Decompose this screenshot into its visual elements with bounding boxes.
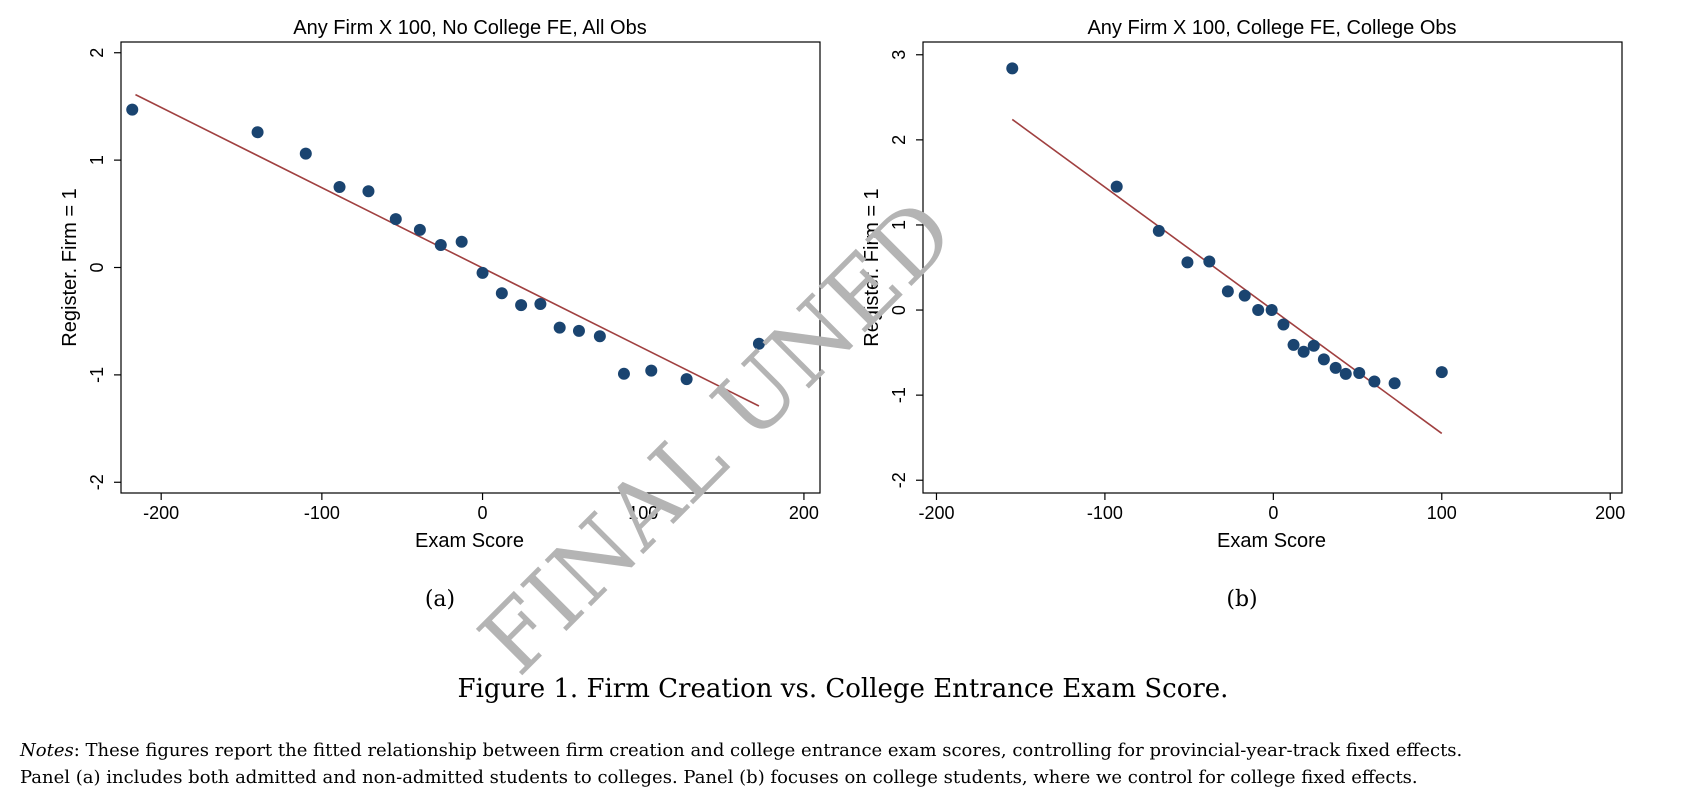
x-axis-label: Exam Score bbox=[415, 530, 524, 552]
data-point bbox=[1110, 180, 1123, 193]
x-tick-label: -200 bbox=[918, 503, 954, 523]
plot-frame bbox=[120, 41, 821, 494]
data-point bbox=[1435, 366, 1448, 379]
notes-text-2: Panel (a) includes both admitted and non… bbox=[20, 767, 1418, 788]
data-point bbox=[1287, 338, 1300, 351]
plot-frame bbox=[922, 41, 1623, 494]
data-point bbox=[572, 324, 585, 337]
data-point bbox=[434, 238, 447, 251]
x-tick-label: 100 bbox=[1427, 503, 1457, 523]
y-tick-label: 1 bbox=[87, 155, 107, 165]
y-tick-label: -1 bbox=[87, 367, 107, 383]
data-point bbox=[1297, 345, 1310, 358]
data-point bbox=[1307, 339, 1320, 352]
x-tick-label: 0 bbox=[478, 503, 488, 523]
y-tick-label: 3 bbox=[889, 50, 909, 60]
data-point bbox=[534, 298, 547, 311]
data-point bbox=[1388, 377, 1401, 390]
y-tick-label: -2 bbox=[87, 474, 107, 490]
figure-notes: Notes: These figures report the fitted r… bbox=[20, 737, 1670, 791]
x-tick-label: -100 bbox=[1087, 503, 1123, 523]
data-point bbox=[126, 103, 139, 116]
caption-panel-b: (b) bbox=[1226, 587, 1258, 612]
chart-title: Any Firm X 100, College FE, College Obs bbox=[1087, 17, 1456, 39]
y-tick-label: 0 bbox=[87, 262, 107, 272]
data-point bbox=[251, 126, 264, 139]
data-point bbox=[333, 180, 346, 193]
data-point bbox=[413, 223, 426, 236]
data-point bbox=[593, 330, 606, 343]
data-point bbox=[455, 235, 468, 248]
data-point bbox=[1238, 289, 1251, 302]
data-point bbox=[553, 321, 566, 334]
y-tick-label: -1 bbox=[889, 387, 909, 403]
y-axis-label: Register. Firm = 1 bbox=[861, 188, 883, 346]
data-point bbox=[1368, 375, 1381, 388]
data-point bbox=[1152, 224, 1165, 237]
x-tick-label: 200 bbox=[1595, 503, 1625, 523]
y-axis-label: Register. Firm = 1 bbox=[59, 188, 81, 346]
y-tick-label: 0 bbox=[889, 305, 909, 315]
y-tick-label: 2 bbox=[889, 135, 909, 145]
data-point bbox=[389, 213, 402, 226]
data-point bbox=[1181, 256, 1194, 269]
data-point bbox=[645, 364, 658, 377]
chart-panel-a: Any Firm X 100, No College FE, All Obs -2… bbox=[59, 17, 821, 552]
data-point bbox=[1265, 304, 1278, 317]
data-point bbox=[1339, 367, 1352, 380]
data-point bbox=[1329, 361, 1342, 374]
figure-title: Figure 1. Firm Creation vs. College Entr… bbox=[457, 674, 1229, 704]
x-tick-label: 200 bbox=[789, 503, 819, 523]
y-tick-label: 2 bbox=[87, 48, 107, 58]
chart-panel-b: Any Firm X 100, College FE, College Obs -… bbox=[861, 17, 1625, 552]
chart-title: Any Firm X 100, No College FE, All Obs bbox=[293, 17, 646, 39]
data-point bbox=[476, 266, 489, 279]
data-point bbox=[617, 367, 630, 380]
data-point bbox=[1252, 304, 1265, 317]
data-point bbox=[1353, 367, 1366, 380]
fitted-line bbox=[135, 93, 760, 407]
x-tick-label: -200 bbox=[143, 503, 179, 523]
data-point bbox=[515, 299, 528, 312]
data-point bbox=[299, 147, 312, 160]
data-point bbox=[362, 185, 375, 198]
x-axis-label: Exam Score bbox=[1217, 530, 1326, 552]
charts-area: Any Firm X 100, No College FE, All Obs -2… bbox=[59, 17, 1625, 552]
data-point bbox=[1221, 285, 1234, 298]
x-tick-label: 0 bbox=[1268, 503, 1278, 523]
notes-label: Notes bbox=[20, 740, 74, 761]
data-point bbox=[752, 337, 765, 350]
data-point bbox=[495, 287, 508, 300]
data-point bbox=[1277, 318, 1290, 331]
data-point bbox=[1317, 353, 1330, 366]
y-tick-label: -2 bbox=[889, 472, 909, 488]
x-tick-label: -100 bbox=[304, 503, 340, 523]
notes-line-1: Notes: These figures report the fitted r… bbox=[20, 737, 1670, 764]
notes-text-1: : These figures report the fitted relati… bbox=[73, 740, 1463, 761]
y-tick-label: 1 bbox=[889, 220, 909, 230]
x-tick-label: 100 bbox=[628, 503, 658, 523]
data-point bbox=[680, 373, 693, 386]
data-point bbox=[1203, 255, 1216, 268]
data-point bbox=[1006, 62, 1019, 75]
caption-panel-a: (a) bbox=[424, 587, 456, 612]
